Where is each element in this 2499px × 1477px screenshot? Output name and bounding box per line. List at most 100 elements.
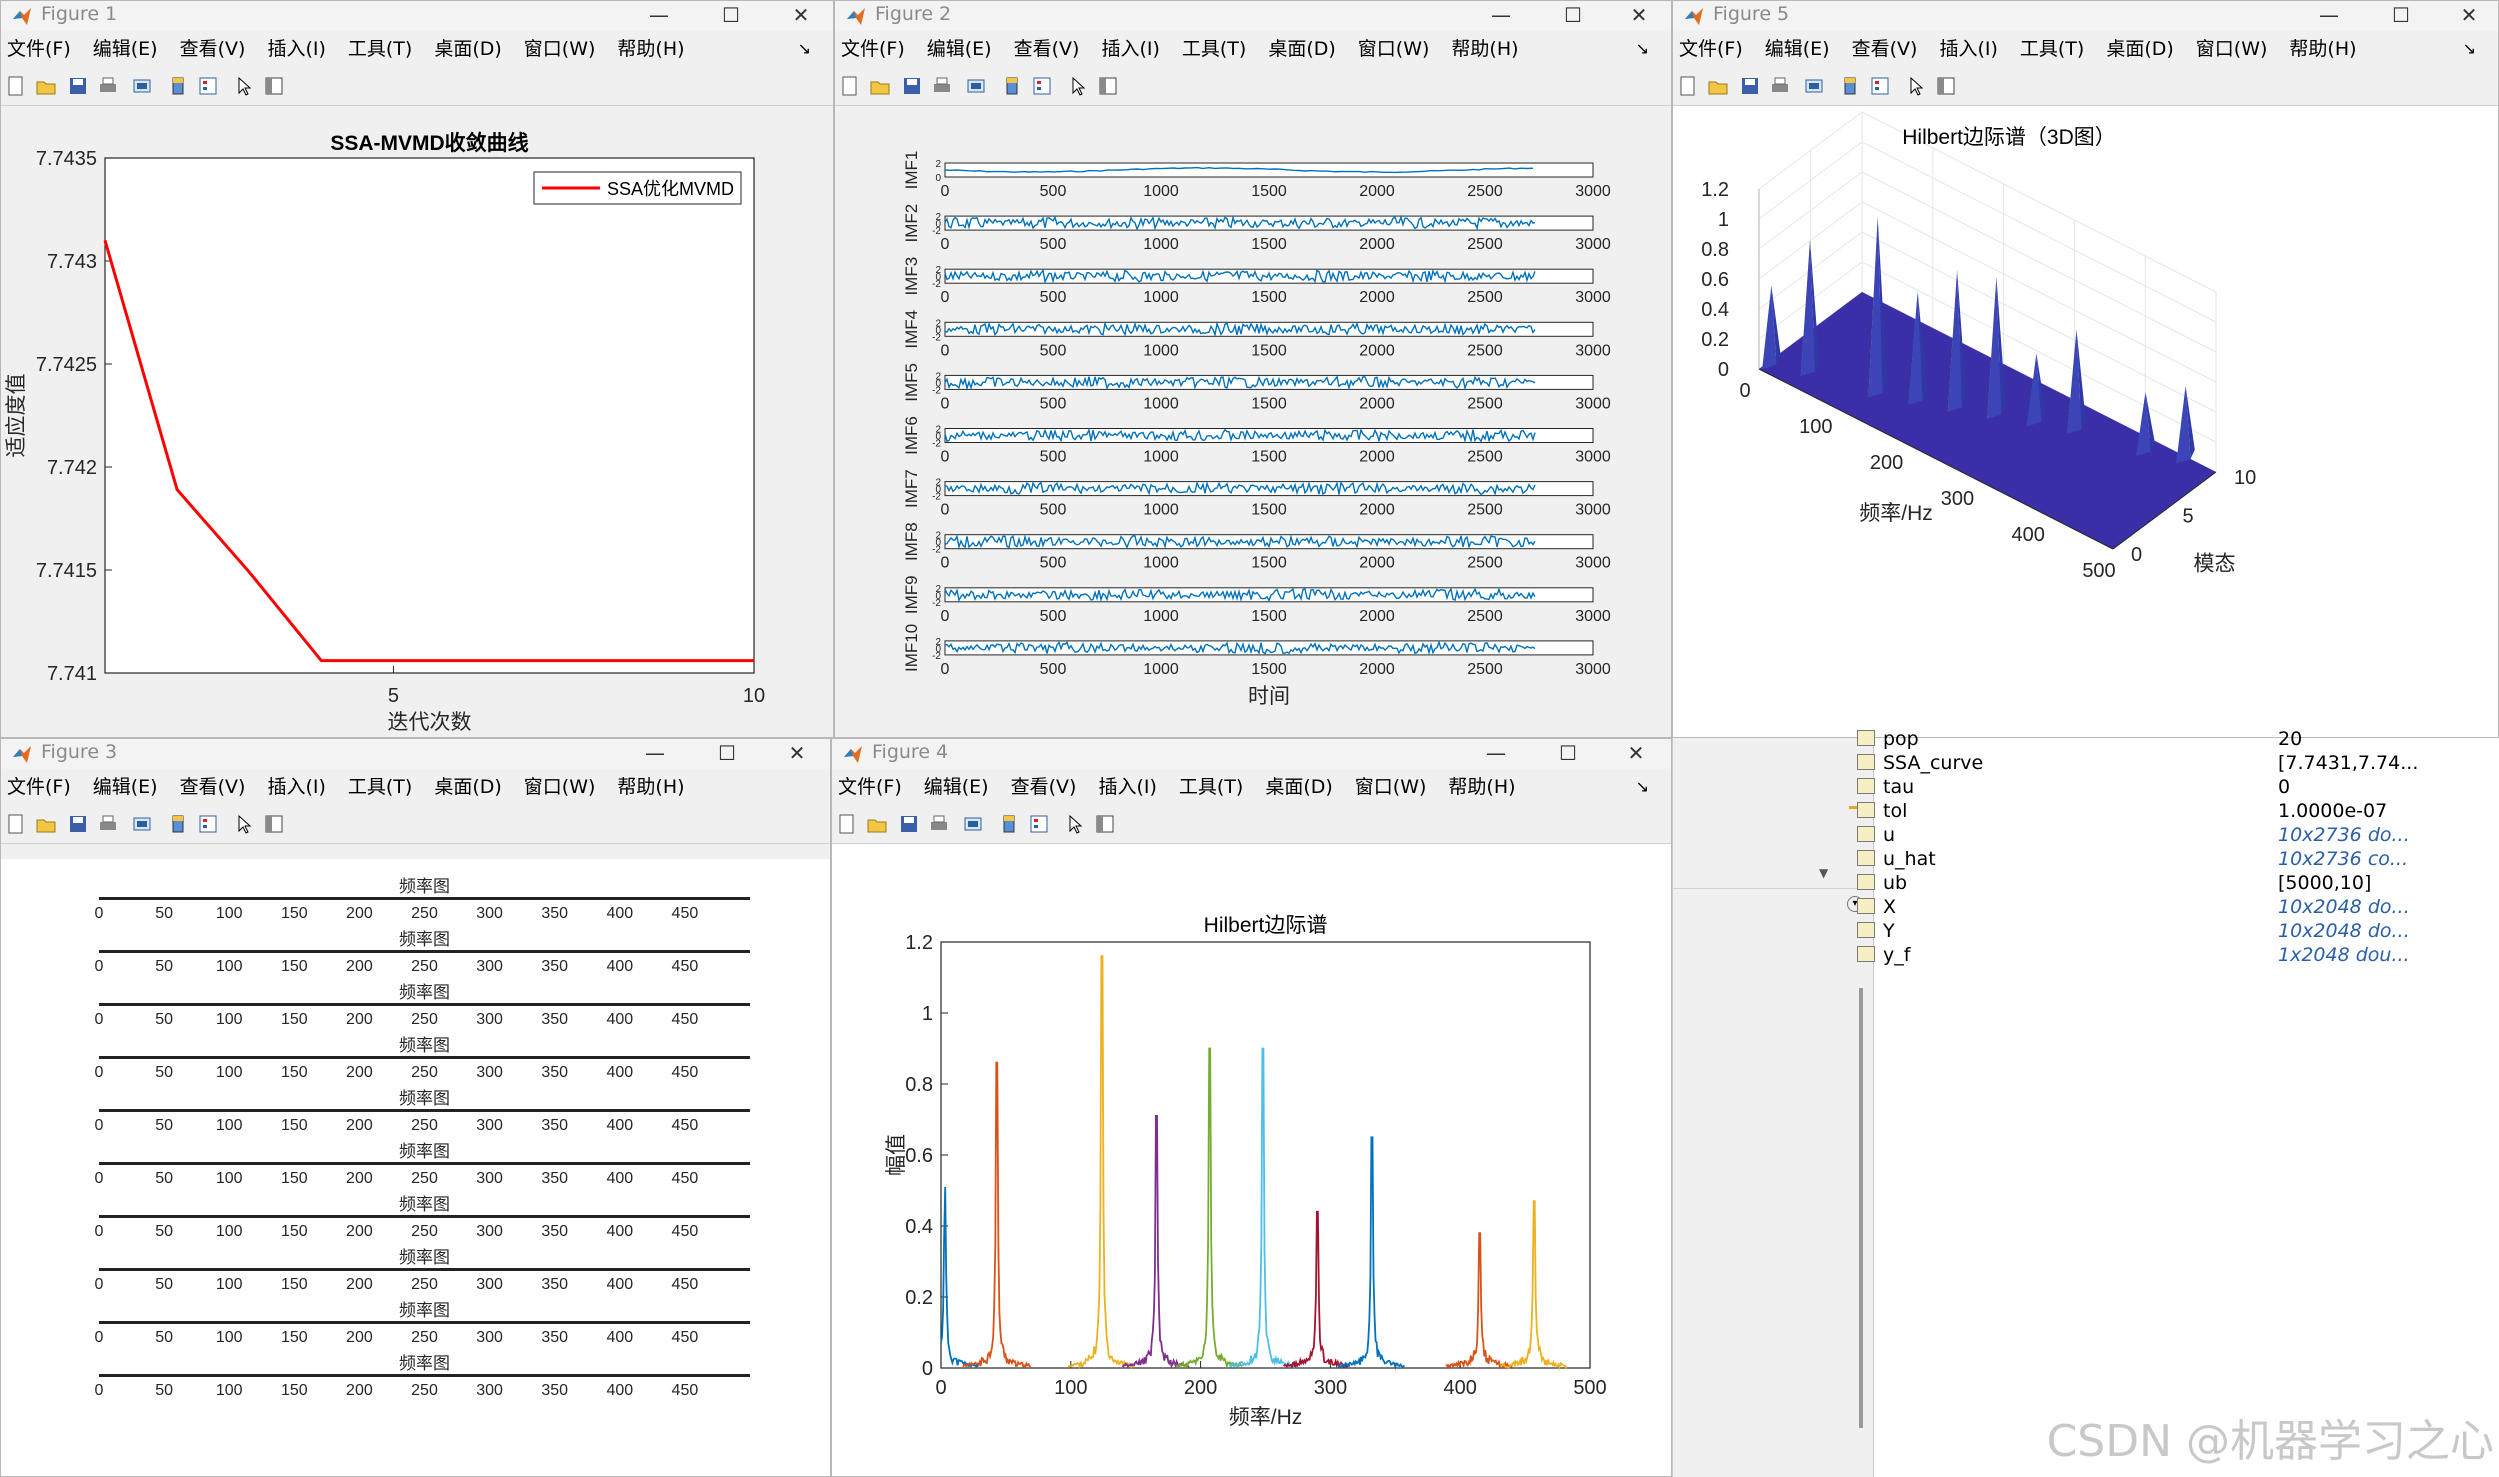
- menu-file[interactable]: 文件(F): [7, 776, 71, 798]
- scroll-down-icon[interactable]: ▼: [1819, 866, 1829, 880]
- vertical-scrollbar[interactable]: [1859, 988, 1863, 1428]
- legend-icon[interactable]: [1028, 813, 1050, 835]
- property-editor-icon[interactable]: [263, 813, 285, 835]
- minimize-button[interactable]: —: [1486, 741, 1506, 765]
- figure-4-window[interactable]: Figure 4 — ☐ ✕ 文件(F) 编辑(E) 查看(V) 插入(I) 工具(T)…: [831, 738, 1672, 1477]
- property-editor-icon[interactable]: [1097, 75, 1119, 97]
- minimize-button[interactable]: —: [645, 741, 665, 765]
- menu-view[interactable]: 查看(V): [1010, 776, 1077, 798]
- hilbert-spectrum-chart[interactable]: 0 100 200 300 400 500 0 0.2 0.4 0.6 0.8 1 1.2 Hilbert…: [832, 844, 1672, 1477]
- menu-overflow-icon[interactable]: ↘: [1635, 777, 1649, 796]
- menu-tools[interactable]: 工具(T): [347, 38, 413, 60]
- menu-overflow-icon[interactable]: ↘: [797, 39, 811, 58]
- menu-window[interactable]: 窗口(W): [2195, 38, 2268, 60]
- pointer-icon[interactable]: [1905, 75, 1927, 97]
- menu-desktop[interactable]: 桌面(D): [434, 38, 502, 60]
- menu-edit[interactable]: 编辑(E): [92, 776, 158, 798]
- legend-icon[interactable]: [197, 75, 219, 97]
- figure-3-titlebar[interactable]: Figure 3 — ☐ ✕: [1, 739, 830, 769]
- figure-3-window[interactable]: Figure 3 — ☐ ✕ 文件(F) 编辑(E) 查看(V) 插入(I) 工具(T)…: [0, 738, 831, 1477]
- figure-1-window[interactable]: Figure 1 — ☐ ✕ 文件(F) 编辑(E) 查看(V) 插入(I) 工具(T)…: [0, 0, 834, 738]
- workspace-var-name[interactable]: y_f: [1857, 943, 1910, 967]
- save-icon[interactable]: [1739, 75, 1761, 97]
- menu-insert[interactable]: 插入(I): [1939, 38, 1998, 60]
- figure-2-titlebar[interactable]: Figure 2 — ☐ ✕: [835, 1, 1671, 31]
- frequency-subplots[interactable]: 频率图 0 50 100 150 200 250 300 350 400 450 频率图 0 50 100 1…: [1, 859, 831, 1477]
- minimize-button[interactable]: —: [1491, 3, 1511, 27]
- menu-file[interactable]: 文件(F): [1679, 38, 1743, 60]
- open-folder-icon[interactable]: [869, 75, 891, 97]
- menu-view[interactable]: 查看(V): [1851, 38, 1918, 60]
- print-icon[interactable]: [97, 813, 119, 835]
- menu-file[interactable]: 文件(F): [7, 38, 71, 60]
- menu-edit[interactable]: 编辑(E): [1764, 38, 1830, 60]
- legend-icon[interactable]: [1869, 75, 1891, 97]
- close-button[interactable]: ✕: [788, 741, 806, 765]
- legend-icon[interactable]: [197, 813, 219, 835]
- new-file-icon[interactable]: [836, 813, 858, 835]
- maximize-button[interactable]: ☐: [1564, 3, 1582, 27]
- menu-edit[interactable]: 编辑(E): [926, 38, 992, 60]
- property-editor-icon[interactable]: [1094, 813, 1116, 835]
- open-folder-icon[interactable]: [866, 813, 888, 835]
- maximize-button[interactable]: ☐: [2392, 3, 2410, 27]
- link-figure-icon[interactable]: [131, 75, 153, 97]
- save-icon[interactable]: [901, 75, 923, 97]
- menu-insert[interactable]: 插入(I): [267, 776, 326, 798]
- menu-tools[interactable]: 工具(T): [347, 776, 413, 798]
- workspace-var-name[interactable]: X: [1857, 895, 1896, 919]
- menu-file[interactable]: 文件(F): [838, 776, 902, 798]
- save-icon[interactable]: [67, 813, 89, 835]
- pointer-icon[interactable]: [1064, 813, 1086, 835]
- menu-desktop[interactable]: 桌面(D): [1265, 776, 1333, 798]
- property-editor-icon[interactable]: [263, 75, 285, 97]
- menu-insert[interactable]: 插入(I): [1101, 38, 1160, 60]
- menu-help[interactable]: 帮助(H): [617, 776, 685, 798]
- workspace-var-name[interactable]: pop: [1857, 727, 1919, 751]
- save-icon[interactable]: [898, 813, 920, 835]
- new-file-icon[interactable]: [5, 813, 27, 835]
- open-folder-icon[interactable]: [35, 75, 57, 97]
- link-figure-icon[interactable]: [965, 75, 987, 97]
- menu-help[interactable]: 帮助(H): [617, 38, 685, 60]
- maximize-button[interactable]: ☐: [1559, 741, 1577, 765]
- figure-4-titlebar[interactable]: Figure 4 — ☐ ✕: [832, 739, 1671, 769]
- close-button[interactable]: ✕: [792, 3, 810, 27]
- menu-view[interactable]: 查看(V): [1013, 38, 1080, 60]
- new-file-icon[interactable]: [839, 75, 861, 97]
- colorbar-icon[interactable]: [1839, 75, 1861, 97]
- menu-window[interactable]: 窗口(W): [1357, 38, 1430, 60]
- figure-1-titlebar[interactable]: Figure 1 — ☐ ✕: [1, 1, 833, 31]
- workspace-var-name[interactable]: SSA_curve: [1857, 751, 1983, 775]
- workspace-var-name[interactable]: ub: [1857, 871, 1907, 895]
- property-editor-icon[interactable]: [1935, 75, 1957, 97]
- menu-tools[interactable]: 工具(T): [1181, 38, 1247, 60]
- link-figure-icon[interactable]: [1803, 75, 1825, 97]
- workspace-var-name[interactable]: u_hat: [1857, 847, 1936, 871]
- menu-help[interactable]: 帮助(H): [1448, 776, 1516, 798]
- colorbar-icon[interactable]: [167, 813, 189, 835]
- maximize-button[interactable]: ☐: [722, 3, 740, 27]
- workspace-var-name[interactable]: Y: [1857, 919, 1895, 943]
- menu-desktop[interactable]: 桌面(D): [434, 776, 502, 798]
- print-icon[interactable]: [97, 75, 119, 97]
- hilbert-3d-chart[interactable]: 0100200300400500051000.20.40.60.811.2频率/…: [1673, 106, 2499, 738]
- print-icon[interactable]: [1769, 75, 1791, 97]
- minimize-button[interactable]: —: [2319, 3, 2339, 27]
- convergence-chart[interactable]: 5 10 7.741 7.7415 7.742 7.7425 7.743 7.7435 SSA-…: [1, 106, 834, 738]
- new-file-icon[interactable]: [1677, 75, 1699, 97]
- maximize-button[interactable]: ☐: [718, 741, 736, 765]
- link-figure-icon[interactable]: [131, 813, 153, 835]
- menu-file[interactable]: 文件(F): [841, 38, 905, 60]
- workspace-var-name[interactable]: tau: [1857, 775, 1914, 799]
- open-folder-icon[interactable]: [1707, 75, 1729, 97]
- menu-edit[interactable]: 编辑(E): [923, 776, 989, 798]
- pointer-icon[interactable]: [233, 75, 255, 97]
- menu-help[interactable]: 帮助(H): [1451, 38, 1519, 60]
- link-figure-icon[interactable]: [962, 813, 984, 835]
- menu-insert[interactable]: 插入(I): [1098, 776, 1157, 798]
- menu-desktop[interactable]: 桌面(D): [2106, 38, 2174, 60]
- menu-overflow-icon[interactable]: ↘: [2462, 39, 2476, 58]
- close-button[interactable]: ✕: [1627, 741, 1645, 765]
